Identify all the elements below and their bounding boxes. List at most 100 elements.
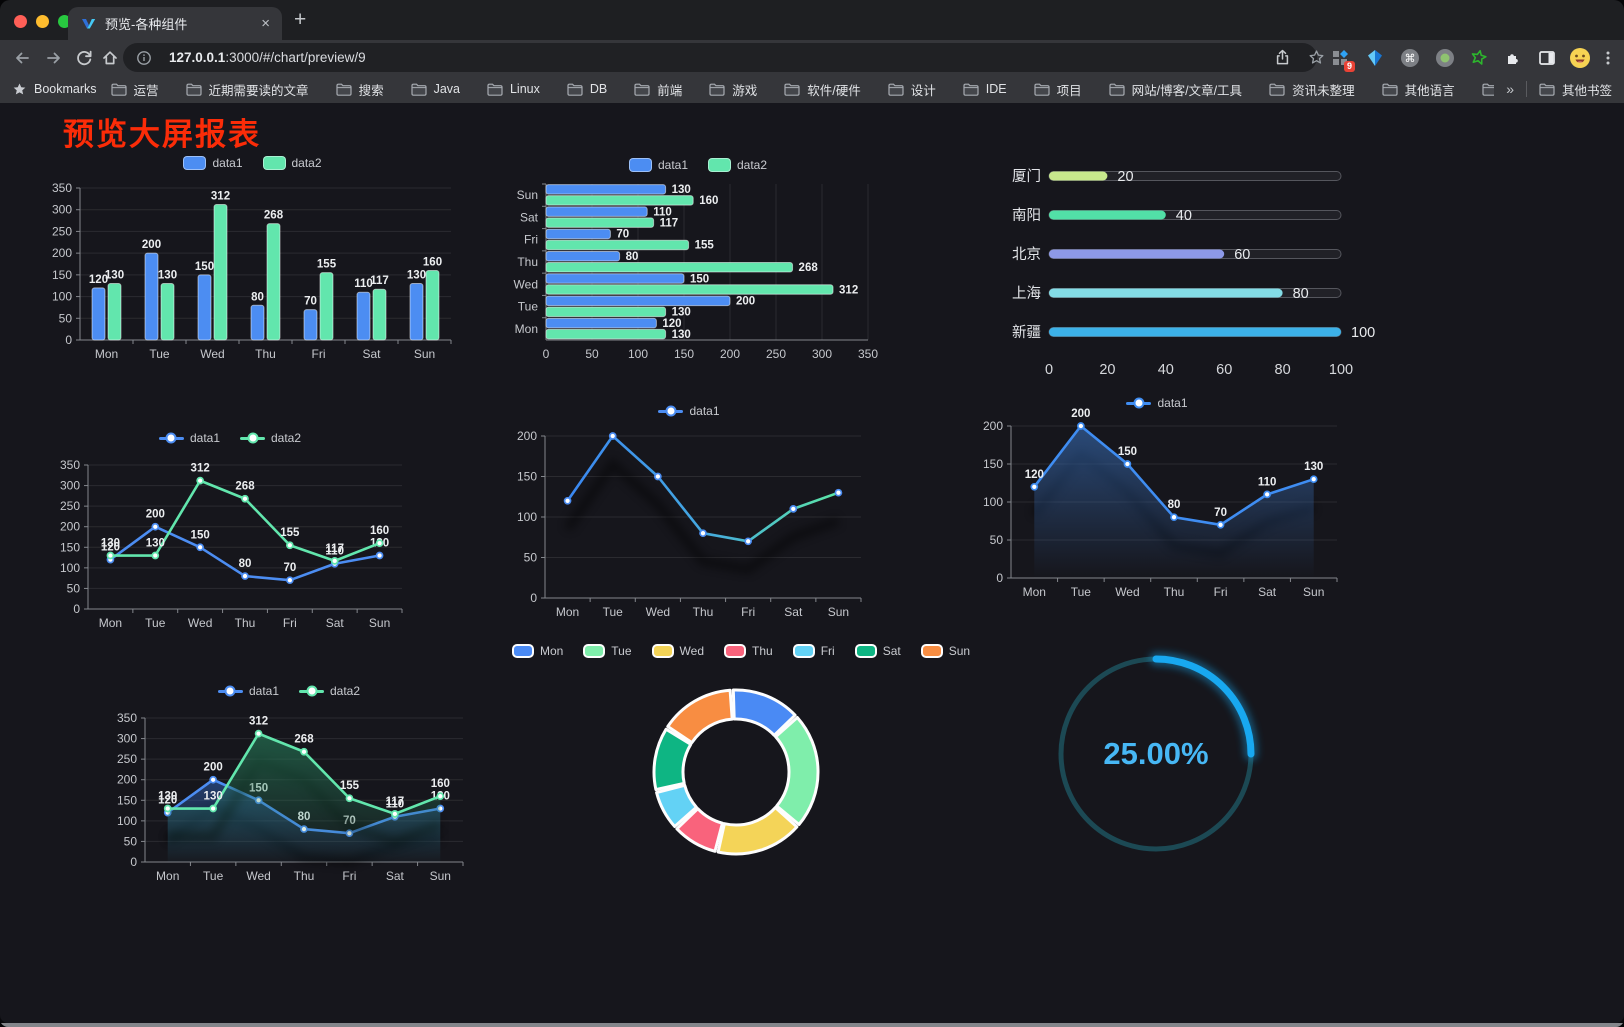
double-line-chart[interactable]: data1 data2 0 50 100 150 200 250 300 350 Mon Tue Wed… [46, 425, 414, 637]
site-info-icon[interactable] [131, 45, 157, 71]
other-bookmarks[interactable]: 其他书签 [1539, 80, 1612, 99]
svg-text:70: 70 [283, 562, 296, 574]
svg-text:250: 250 [117, 752, 137, 766]
chart-legend: data1 data2 [103, 678, 475, 704]
bookmark-item[interactable]: PHP [1481, 82, 1495, 96]
zoom-window-button[interactable] [58, 15, 71, 28]
share-icon[interactable] [1269, 44, 1295, 70]
svg-text:150: 150 [517, 470, 537, 484]
gradient-line-chart[interactable]: data1 0 50 100 150 200 Mon Tue Wed Thu Fri Sat Sun [503, 398, 875, 630]
svg-text:160: 160 [431, 778, 450, 790]
svg-text:Mon: Mon [156, 869, 179, 883]
svg-text:Fri: Fri [342, 869, 356, 883]
legend-item[interactable]: data2 [708, 158, 767, 172]
svg-text:100: 100 [983, 495, 1003, 509]
extensions-puzzle-icon[interactable] [1498, 44, 1526, 72]
bookmark-item[interactable]: 其他语言 [1381, 80, 1455, 99]
bookmark-item[interactable]: 游戏 [709, 80, 757, 99]
bookmark-item[interactable]: 运营 [110, 80, 159, 99]
svg-text:117: 117 [386, 796, 405, 808]
legend-item[interactable]: data2 [240, 431, 301, 445]
folder-icon [784, 83, 800, 96]
svg-text:Sun: Sun [1303, 585, 1324, 599]
preview-page: 预览大屏报表 data1 data2 0 50 100 150 200 250 300 350 Mo… [0, 103, 1624, 1023]
svg-text:150: 150 [191, 529, 210, 541]
url-bar[interactable]: 127.0.0.1:3000/#/chart/preview/9 [123, 43, 1323, 72]
bookmark-item[interactable]: 近期需要读的文章 [185, 80, 309, 99]
minimize-window-button[interactable] [36, 15, 49, 28]
area-line-chart[interactable]: data1 0 50 100 150 200 Mon Tue Wed Thu Fri Sat Sun 12… [963, 390, 1351, 602]
bookmark-item[interactable]: 设计 [888, 80, 936, 99]
bookmark-item[interactable]: Linux [487, 82, 540, 96]
tab-close-icon[interactable]: × [261, 15, 270, 32]
home-button[interactable] [96, 44, 124, 72]
svg-text:Thu: Thu [255, 347, 276, 361]
svg-text:Fri: Fri [283, 616, 297, 630]
reload-button[interactable] [70, 44, 98, 72]
svg-text:130: 130 [158, 270, 177, 282]
legend-item[interactable]: data1 [158, 431, 220, 445]
browser-tab[interactable]: 预览-各种组件 × [68, 7, 282, 40]
back-button[interactable] [8, 44, 36, 72]
svg-text:Thu: Thu [294, 869, 315, 883]
bookmark-item[interactable]: IDE [963, 82, 1007, 96]
bookmark-item[interactable]: 前端 [634, 80, 682, 99]
forward-button[interactable] [40, 44, 68, 72]
ext-recorder-icon[interactable] [1431, 44, 1459, 72]
svg-text:268: 268 [294, 734, 314, 746]
horizontal-bar-chart[interactable]: data1 data2 0 50 100 150 200 250 300 350 Sun 130 160… [502, 152, 894, 366]
legend-item[interactable]: data1 [183, 156, 243, 170]
svg-text:50: 50 [585, 347, 599, 361]
svg-text:Tue: Tue [603, 605, 624, 619]
bookmark-item[interactable]: 网站/博客/文章/工具 [1109, 80, 1242, 99]
ext-command-icon[interactable]: ⌘ [1396, 44, 1424, 72]
browser-menu-icon[interactable] [1594, 44, 1622, 72]
legend-item[interactable]: Thu [724, 644, 773, 658]
legend-item[interactable]: data2 [299, 684, 360, 698]
bookmark-item[interactable]: 搜索 [335, 80, 384, 99]
legend-item[interactable]: data1 [628, 158, 688, 172]
bookmarks-root[interactable]: Bookmarks [12, 82, 97, 97]
legend-item[interactable]: data1 [217, 684, 279, 698]
svg-text:50: 50 [524, 551, 538, 565]
svg-text:Sun: Sun [369, 616, 390, 630]
bookmark-item[interactable]: 项目 [1034, 80, 1082, 99]
bookmarks-overflow-chevron[interactable]: » [1506, 81, 1514, 97]
svg-text:Wed: Wed [1115, 585, 1139, 599]
svg-text:300: 300 [60, 479, 80, 493]
grouped-bar-chart[interactable]: data1 data2 0 50 100 150 200 250 300 350 Mon Tue Wed… [40, 150, 465, 368]
ring-progress-gauge[interactable]: 25.00% [1036, 638, 1278, 876]
svg-text:200: 200 [142, 239, 161, 251]
side-panel-icon[interactable] [1533, 44, 1561, 72]
double-area-line-chart[interactable]: data1 data2 0 50 100 150 200 250 300 350 Mon Tue Wed… [103, 678, 475, 890]
legend-item[interactable]: Sat [854, 644, 901, 658]
legend-item[interactable]: data2 [262, 156, 322, 170]
ext-vue-devtools-icon[interactable] [1361, 44, 1389, 72]
legend-item[interactable]: Sun [920, 644, 970, 658]
bookmark-item[interactable]: 资讯未整理 [1269, 80, 1355, 99]
ext-tampermonkey-icon[interactable] [1464, 44, 1492, 72]
bookmark-item[interactable]: 软件/硬件 [784, 80, 861, 99]
legend-item[interactable]: Mon [511, 644, 563, 658]
new-tab-button[interactable]: + [294, 8, 307, 31]
legend-item[interactable]: Tue [583, 644, 632, 658]
bookmark-item[interactable]: Java [410, 82, 460, 96]
legend-item[interactable]: Wed [651, 644, 704, 658]
progress-bar-chart[interactable]: 厦门 20 南阳 40 北京 60 上海 80 新疆 100 0 20 40 60 80 100 [995, 152, 1387, 382]
legend-item[interactable]: data1 [1126, 396, 1188, 410]
donut-chart[interactable]: Mon Tue Wed Thu Fri Sat Sun [511, 638, 970, 896]
svg-text:Sun: Sun [517, 188, 538, 202]
svg-text:Tue: Tue [1071, 585, 1092, 599]
ext-grid-icon[interactable]: 9 [1326, 44, 1355, 72]
legend-item[interactable]: data1 [658, 404, 720, 418]
folder-icon [888, 83, 904, 96]
profile-avatar[interactable] [1566, 44, 1594, 72]
svg-text:0: 0 [130, 855, 137, 869]
legend-item[interactable]: Fri [792, 644, 835, 658]
svg-text:350: 350 [52, 181, 72, 195]
bookmark-star-icon[interactable] [1303, 44, 1329, 70]
close-window-button[interactable] [14, 15, 27, 28]
bookmark-item[interactable]: DB [567, 82, 607, 96]
svg-text:Mon: Mon [1023, 585, 1046, 599]
bookmarks-bar: Bookmarks 运营 近期需要读的文章 搜索 Java Linux DB 前端 游戏 软件/… [0, 75, 1624, 103]
